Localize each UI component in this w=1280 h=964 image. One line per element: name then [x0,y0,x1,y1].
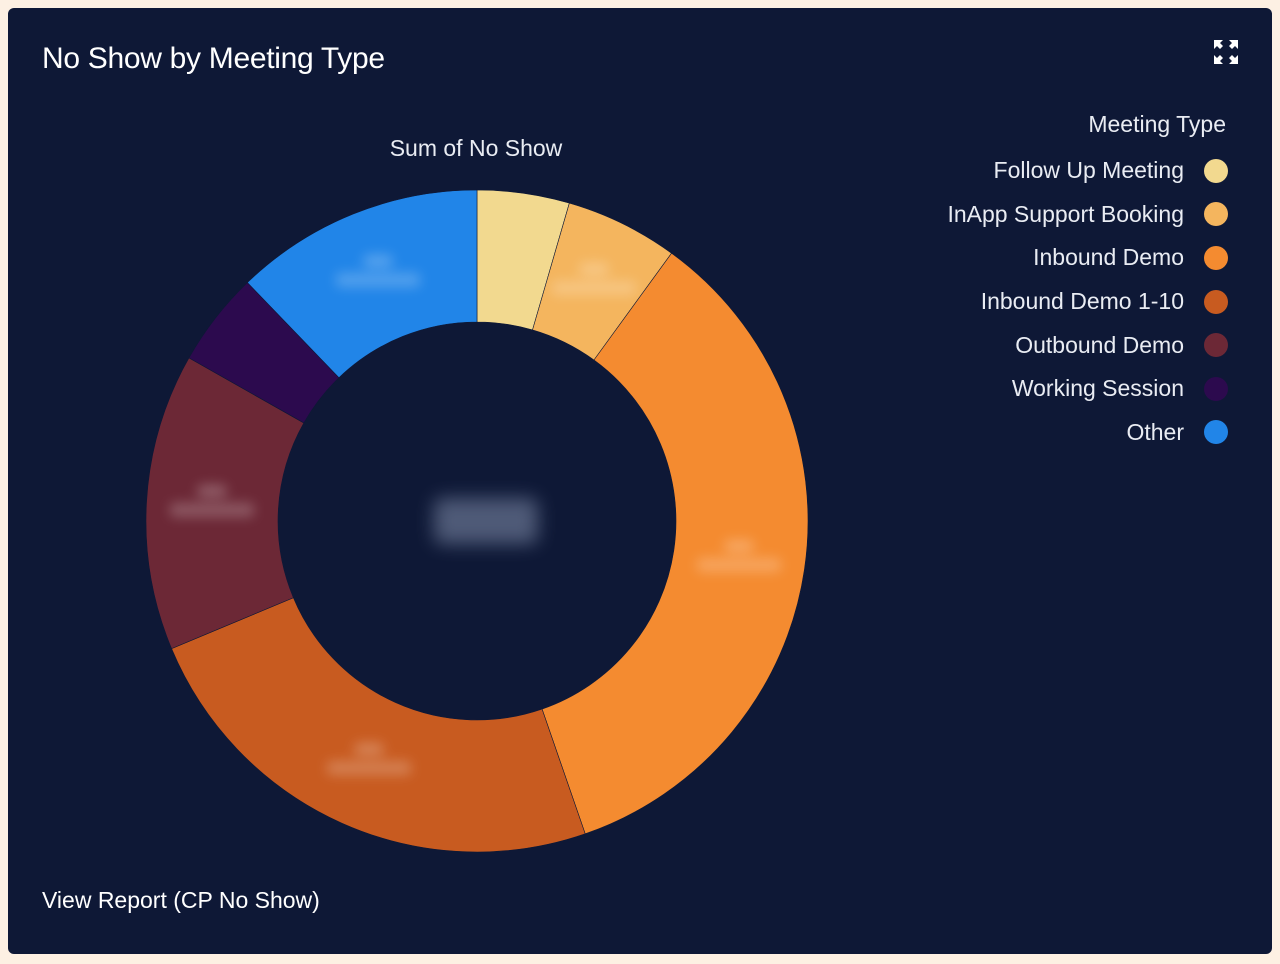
legend-item-outbound-demo[interactable]: Outbound Demo [947,323,1228,367]
legend-items: Follow Up Meeting InApp Support Booking In… [947,149,1228,454]
legend-swatch-icon [1204,289,1228,314]
legend-swatch-icon [1204,202,1228,227]
legend-swatch-icon [1204,158,1228,183]
legend-item-working-session[interactable]: Working Session [947,367,1228,411]
chart-title: Sum of No Show [389,135,563,161]
legend-item-inbound-demo-1-10[interactable]: Inbound Demo 1-10 [947,280,1228,324]
widget-title: No Show by Meeting Type [42,42,385,75]
legend-swatch-icon [1204,376,1228,401]
donut-segment-outbound-demo[interactable] [145,357,305,650]
legend-swatch-icon [1204,333,1228,358]
legend-label: Other [1126,418,1184,445]
legend-swatch-icon [1204,420,1228,445]
legend-title: Meeting Type [1088,111,1226,137]
donut-segment-other[interactable] [246,189,478,379]
view-report-link[interactable]: View Report (CP No Show) [42,887,320,913]
legend-label: Inbound Demo [1033,244,1184,271]
legend-item-inbound-demo[interactable]: Inbound Demo [947,236,1228,280]
legend-item-other[interactable]: Other [947,411,1228,455]
legend-label: Follow Up Meeting [993,157,1184,184]
donut-segment-inbound-demo-1-10[interactable] [171,597,586,853]
legend-swatch-icon [1204,245,1228,270]
legend-label: InApp Support Booking [947,200,1184,227]
legend: Meeting Type Follow Up Meeting InApp Supp… [947,111,1228,454]
legend-label: Inbound Demo 1-10 [980,288,1184,315]
legend-item-inapp-support-booking[interactable]: InApp Support Booking [947,193,1228,237]
expand-icon[interactable] [1212,38,1240,66]
total-value-blurred [434,498,538,544]
legend-label: Working Session [1011,375,1184,402]
legend-item-follow-up-meeting[interactable]: Follow Up Meeting [947,149,1228,193]
donut-segment-inbound-demo[interactable] [541,252,809,835]
donut-chart [145,189,809,853]
legend-label: Outbound Demo [1015,331,1184,358]
expand-arrows-icon [1214,40,1238,64]
no-show-widget: No Show by Meeting Type Sum of No Show M… [8,8,1272,954]
